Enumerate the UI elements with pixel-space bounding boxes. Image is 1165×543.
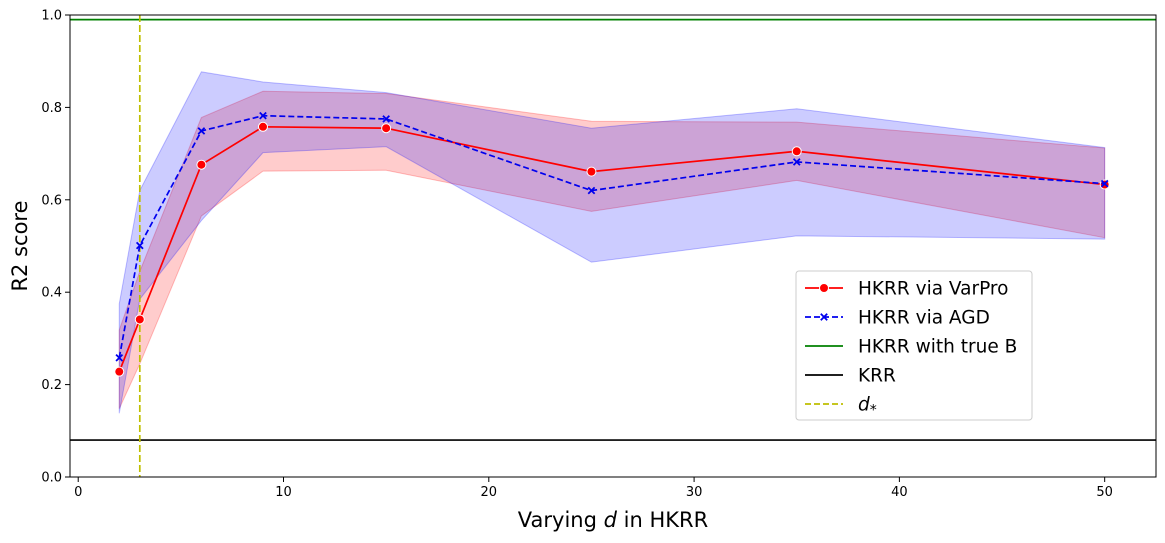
data-point-2-2 bbox=[135, 241, 144, 250]
y-tick-label: 0.2 bbox=[41, 378, 62, 393]
x-axis-ticks: 0 10 20 30 40 50 bbox=[74, 477, 1113, 500]
y-tick-label: 0.6 bbox=[41, 193, 62, 208]
legend-label: KRR bbox=[858, 366, 896, 387]
data-point-2-1 bbox=[115, 353, 124, 362]
y-tick-label: 0.0 bbox=[41, 471, 62, 486]
legend-entry-5: d* bbox=[805, 395, 877, 419]
x-tick-label: 30 bbox=[686, 485, 703, 500]
x-tick-label: 0 bbox=[74, 485, 82, 500]
legend-swatch-marker bbox=[820, 313, 828, 321]
y-tick-label: 0.4 bbox=[41, 286, 62, 301]
legend-label: HKRR via VarPro bbox=[858, 279, 1008, 300]
data-point-1-2 bbox=[134, 314, 145, 325]
data-point-2-6 bbox=[587, 186, 596, 195]
data-point-2-8 bbox=[1100, 179, 1109, 188]
legend-label: d* bbox=[858, 395, 877, 419]
data-point-1-1 bbox=[114, 366, 125, 377]
legend-label: HKRR with true B bbox=[858, 337, 1017, 358]
data-point-1-3 bbox=[196, 159, 207, 170]
x-tick-label: 20 bbox=[481, 485, 498, 500]
data-series bbox=[114, 111, 1110, 377]
plot-frame bbox=[69, 14, 1157, 478]
data-point-2-3 bbox=[197, 127, 206, 135]
x-tick-label: 40 bbox=[891, 485, 908, 500]
legend-label-subscript: * bbox=[870, 403, 877, 419]
legend-entry-4: KRR bbox=[805, 366, 896, 387]
data-point-2-5 bbox=[382, 115, 390, 123]
x-axis-label-variable: d bbox=[604, 508, 618, 532]
x-axis-label: Varying d in HKRR bbox=[518, 508, 708, 532]
data-point-2-4 bbox=[259, 111, 267, 120]
legend-swatch-marker bbox=[819, 283, 829, 293]
series-line-1 bbox=[118, 125, 1105, 372]
data-point-1-6 bbox=[586, 166, 597, 177]
data-point-1-5 bbox=[381, 123, 392, 134]
legend-box bbox=[795, 270, 1033, 421]
legend-entry-2: HKRR via AGD bbox=[805, 308, 990, 329]
legend-entry-3: HKRR with true B bbox=[805, 337, 1017, 358]
y-axis-ticks: 0.0 0.2 0.4 0.6 0.8 1.0 bbox=[41, 9, 70, 486]
data-point-1-7 bbox=[791, 146, 802, 157]
legend: HKRR via VarPro HKRR via AGD HKRR with tru… bbox=[795, 270, 1033, 421]
legend-entry-1: HKRR via VarPro bbox=[805, 279, 1008, 300]
legend-label-var: d bbox=[858, 395, 870, 416]
data-point-1-4 bbox=[257, 121, 268, 132]
y-axis-label: R2 score bbox=[8, 200, 32, 291]
x-axis-label-prefix: Varying bbox=[518, 508, 604, 532]
x-tick-label: 50 bbox=[1096, 485, 1113, 500]
series-line-2 bbox=[118, 114, 1105, 358]
confidence-band-1 bbox=[118, 90, 1106, 409]
y-tick-label: 0.8 bbox=[41, 101, 62, 116]
y-tick-label: 1.0 bbox=[41, 9, 62, 24]
x-axis-label-suffix: in HKRR bbox=[617, 508, 708, 532]
data-point-2-7 bbox=[792, 158, 801, 166]
legend-label: HKRR via AGD bbox=[858, 308, 990, 329]
x-tick-label: 10 bbox=[275, 485, 292, 500]
